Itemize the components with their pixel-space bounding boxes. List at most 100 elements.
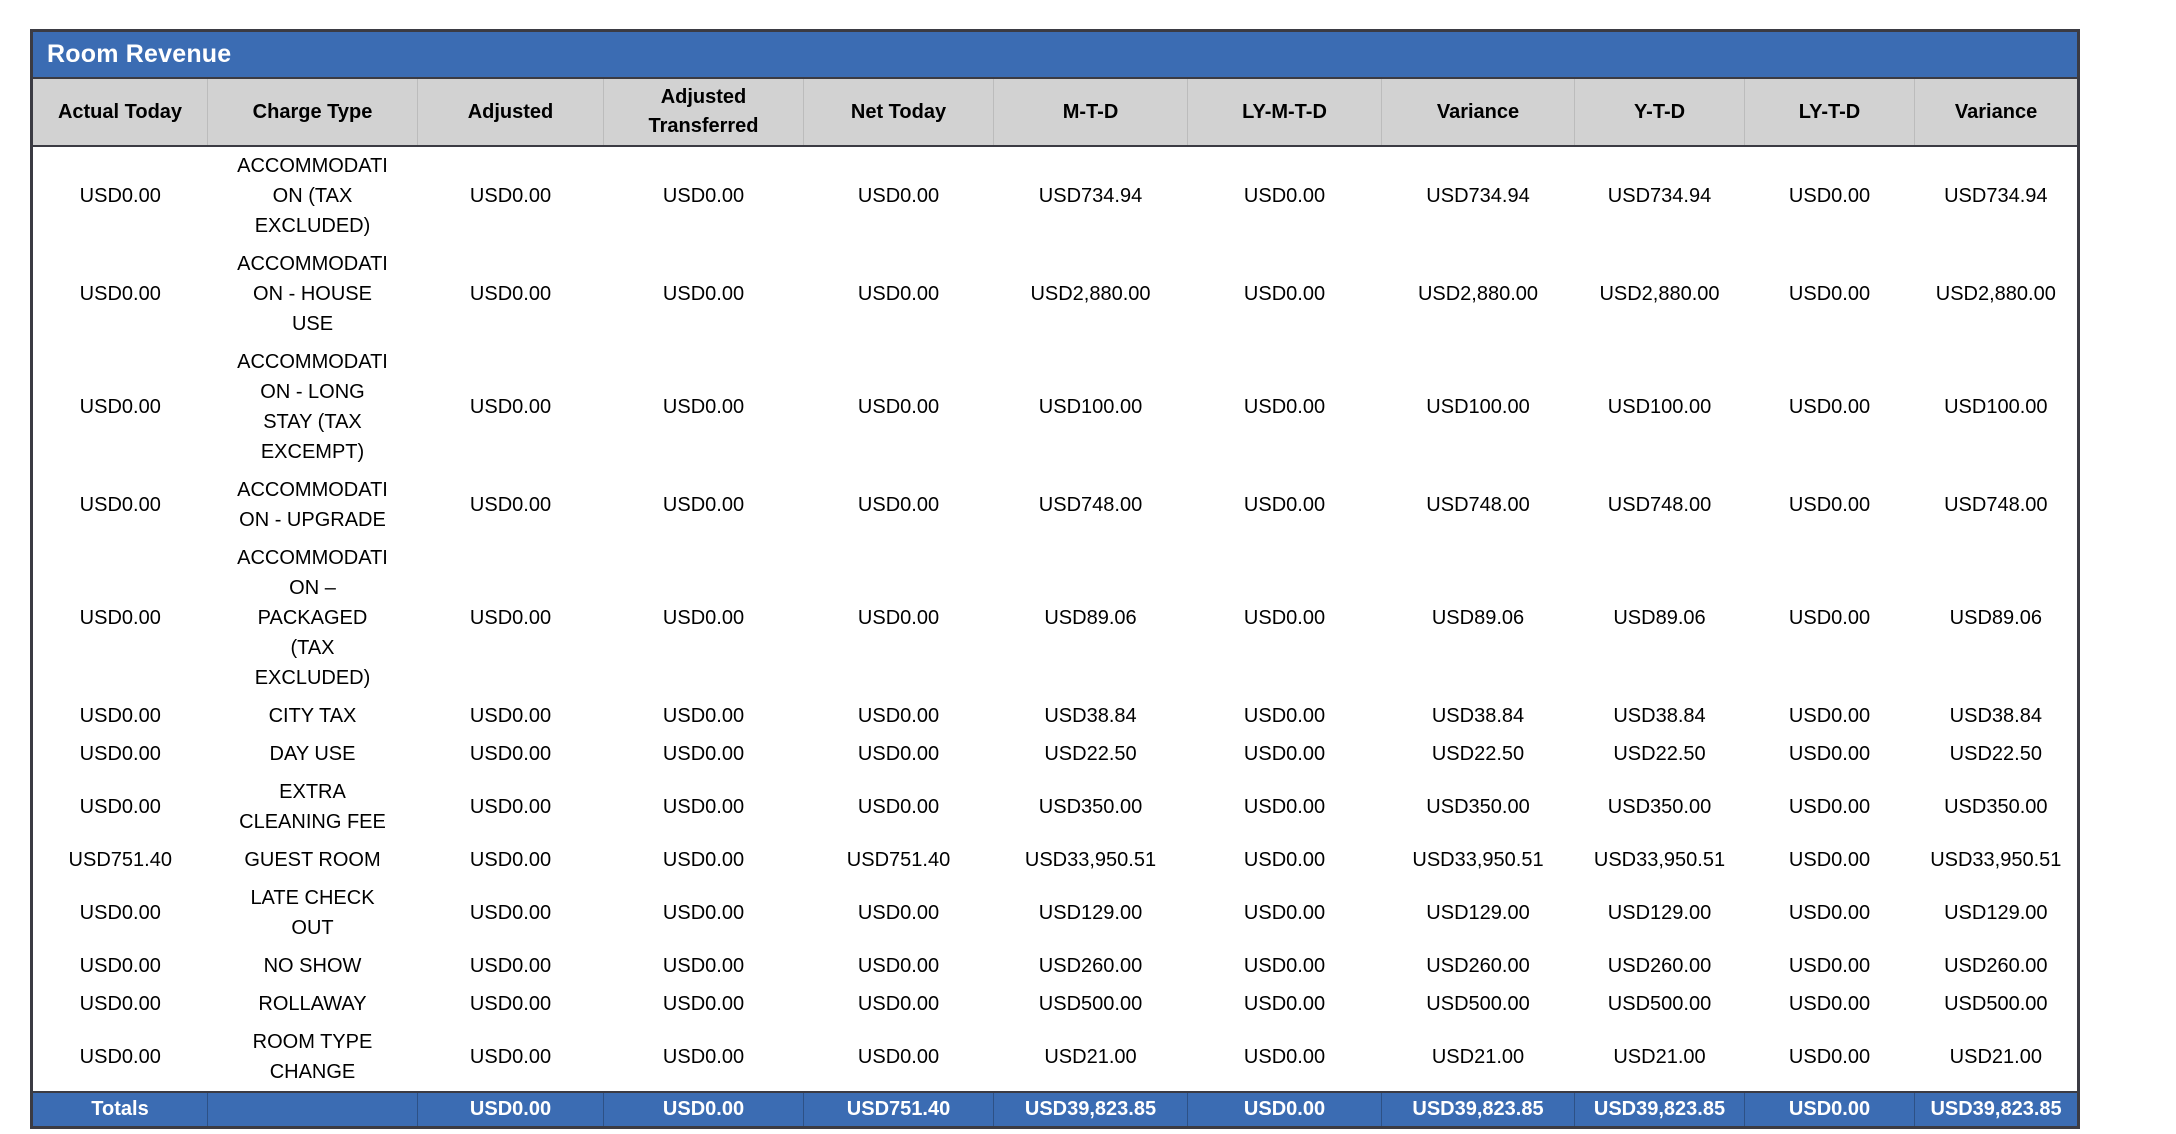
column-header-adjusted-transferred: Adjusted Transferred	[603, 78, 804, 147]
ytd-cell: USD350.00	[1574, 773, 1745, 841]
mtd-cell: USD260.00	[993, 947, 1188, 985]
adjusted-cell: USD0.00	[417, 879, 604, 947]
table-row: USD0.00 DAY USE USD0.00 USD0.00 USD0.00 USD22…	[31, 735, 2079, 773]
column-header-adjusted: Adjusted	[417, 78, 604, 147]
ly-td-cell: USD0.00	[1744, 539, 1915, 697]
charge-type-cell: ACCOMMODATION - HOUSE USE	[207, 245, 418, 343]
ly-td-cell: USD0.00	[1744, 735, 1915, 773]
adjusted-transferred-cell: USD0.00	[603, 1023, 804, 1092]
ly-mtd-cell: USD0.00	[1187, 985, 1382, 1023]
totals-net-today: USD751.40	[803, 1091, 994, 1128]
variance-ytd-cell: USD22.50	[1914, 735, 2079, 773]
variance-mtd-cell: USD100.00	[1381, 343, 1575, 471]
actual-today-cell: USD0.00	[31, 697, 208, 735]
table-title: Room Revenue	[31, 30, 2079, 79]
totals-variance-ytd: USD39,823.85	[1913, 1091, 2079, 1128]
variance-mtd-cell: USD2,880.00	[1381, 245, 1575, 343]
table-row: USD0.00 NO SHOW USD0.00 USD0.00 USD0.00 USD26…	[31, 947, 2079, 985]
totals-ly-td: USD0.00	[1744, 1091, 1915, 1128]
actual-today-cell: USD751.40	[31, 841, 208, 879]
column-header-ly-td: LY-T-D	[1744, 78, 1915, 147]
actual-today-cell: USD0.00	[31, 735, 208, 773]
adjusted-transferred-cell: USD0.00	[603, 985, 804, 1023]
ly-mtd-cell: USD0.00	[1187, 773, 1382, 841]
ytd-cell: USD260.00	[1574, 947, 1745, 985]
adjusted-cell: USD0.00	[417, 245, 604, 343]
variance-mtd-cell: USD21.00	[1381, 1023, 1575, 1092]
adjusted-transferred-cell: USD0.00	[603, 343, 804, 471]
adjusted-transferred-cell: USD0.00	[603, 947, 804, 985]
ytd-cell: USD100.00	[1574, 343, 1745, 471]
actual-today-cell: USD0.00	[31, 539, 208, 697]
ly-td-cell: USD0.00	[1744, 773, 1915, 841]
ytd-cell: USD89.06	[1574, 539, 1745, 697]
ly-td-cell: USD0.00	[1744, 841, 1915, 879]
ly-mtd-cell: USD0.00	[1187, 1023, 1382, 1092]
room-revenue-table: Room Revenue Actual Today Charge Type Ad…	[30, 29, 2081, 1129]
net-today-cell: USD0.00	[803, 471, 994, 539]
ly-mtd-cell: USD0.00	[1187, 947, 1382, 985]
totals-mtd: USD39,823.85	[993, 1091, 1188, 1128]
variance-ytd-cell: USD350.00	[1914, 773, 2079, 841]
charge-type-cell: ACCOMMODATION - LONG STAY (TAX EXCEMPT)	[207, 343, 418, 471]
mtd-cell: USD100.00	[993, 343, 1188, 471]
net-today-cell: USD0.00	[803, 146, 994, 245]
charge-type-cell: CITY TAX	[207, 697, 418, 735]
ly-mtd-cell: USD0.00	[1187, 245, 1382, 343]
net-today-cell: USD0.00	[803, 245, 994, 343]
variance-ytd-cell: USD129.00	[1914, 879, 2079, 947]
ly-td-cell: USD0.00	[1744, 245, 1915, 343]
table-row: USD0.00 ACCOMMODATION (TAX EXCLUDED) USD0.…	[31, 146, 2079, 245]
adjusted-cell: USD0.00	[417, 471, 604, 539]
actual-today-cell: USD0.00	[31, 471, 208, 539]
actual-today-cell: USD0.00	[31, 245, 208, 343]
totals-ly-mtd: USD0.00	[1187, 1091, 1382, 1128]
ly-td-cell: USD0.00	[1744, 146, 1915, 245]
adjusted-transferred-cell: USD0.00	[603, 697, 804, 735]
totals-charge-type	[207, 1091, 418, 1128]
column-header-ytd: Y-T-D	[1574, 78, 1745, 147]
charge-type-cell: LATE CHECK OUT	[207, 879, 418, 947]
mtd-cell: USD748.00	[993, 471, 1188, 539]
net-today-cell: USD0.00	[803, 539, 994, 697]
mtd-cell: USD89.06	[993, 539, 1188, 697]
adjusted-cell: USD0.00	[417, 146, 604, 245]
ly-mtd-cell: USD0.00	[1187, 841, 1382, 879]
variance-ytd-cell: USD748.00	[1914, 471, 2079, 539]
room-revenue-report: Room Revenue Actual Today Charge Type Ad…	[30, 29, 2081, 1129]
adjusted-cell: USD0.00	[417, 841, 604, 879]
net-today-cell: USD0.00	[803, 985, 994, 1023]
charge-type-cell: ROLLAWAY	[207, 985, 418, 1023]
totals-variance-mtd: USD39,823.85	[1381, 1091, 1575, 1128]
adjusted-cell: USD0.00	[417, 697, 604, 735]
net-today-cell: USD751.40	[803, 841, 994, 879]
mtd-cell: USD2,880.00	[993, 245, 1188, 343]
table-row: USD0.00 ACCOMMODATION – PACKAGED (TAX EXC…	[31, 539, 2079, 697]
ytd-cell: USD129.00	[1574, 879, 1745, 947]
ytd-cell: USD21.00	[1574, 1023, 1745, 1092]
variance-mtd-cell: USD22.50	[1381, 735, 1575, 773]
column-header-mtd: M-T-D	[993, 78, 1188, 147]
mtd-cell: USD350.00	[993, 773, 1188, 841]
charge-type-cell: ROOM TYPE CHANGE	[207, 1023, 418, 1092]
variance-ytd-cell: USD500.00	[1914, 985, 2079, 1023]
table-row: USD0.00 LATE CHECK OUT USD0.00 USD0.00 USD0.…	[31, 879, 2079, 947]
mtd-cell: USD21.00	[993, 1023, 1188, 1092]
variance-ytd-cell: USD21.00	[1914, 1023, 2079, 1092]
adjusted-cell: USD0.00	[417, 539, 604, 697]
adjusted-transferred-cell: USD0.00	[603, 471, 804, 539]
column-header-ly-mtd: LY-M-T-D	[1187, 78, 1382, 147]
variance-mtd-cell: USD129.00	[1381, 879, 1575, 947]
adjusted-transferred-cell: USD0.00	[603, 146, 804, 245]
charge-type-cell: NO SHOW	[207, 947, 418, 985]
charge-type-cell: DAY USE	[207, 735, 418, 773]
variance-mtd-cell: USD350.00	[1381, 773, 1575, 841]
ly-td-cell: USD0.00	[1744, 947, 1915, 985]
ytd-cell: USD38.84	[1574, 697, 1745, 735]
column-header-net-today: Net Today	[803, 78, 994, 147]
table-row: USD0.00 CITY TAX USD0.00 USD0.00 USD0.00 USD3…	[31, 697, 2079, 735]
column-header-variance-ytd: Variance	[1913, 78, 2079, 147]
table-row: USD0.00 EXTRA CLEANING FEE USD0.00 USD0.00 U…	[31, 773, 2079, 841]
ytd-cell: USD2,880.00	[1574, 245, 1745, 343]
adjusted-transferred-cell: USD0.00	[603, 879, 804, 947]
